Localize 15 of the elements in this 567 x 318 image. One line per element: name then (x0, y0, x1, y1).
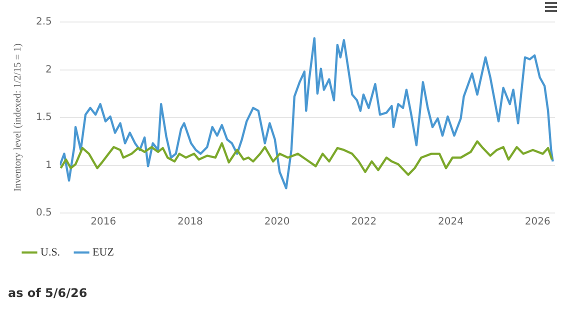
legend-label: EUZ (92, 246, 114, 258)
y-tick-label: 2.5 (36, 16, 52, 28)
y-tick-label: 1 (46, 160, 52, 171)
y-tick-label: 0.5 (36, 208, 52, 219)
x-tick-label: 2022 (351, 216, 377, 228)
x-tick-label: 2016 (90, 216, 116, 228)
y-axis-title: Inventory level (indexed: 1/2/15 = 1) (12, 43, 24, 192)
y-tick-label: 2 (46, 64, 52, 76)
x-tick-label: 2026 (524, 216, 550, 228)
x-tick-label: 2020 (264, 216, 290, 228)
text: as of 5/6/26 (8, 286, 88, 300)
y-tick-label: 1.5 (36, 112, 52, 124)
legend-label: U.S. (40, 246, 60, 258)
x-tick-label: 2018 (177, 216, 203, 228)
x-tick-label: 2024 (438, 216, 464, 228)
